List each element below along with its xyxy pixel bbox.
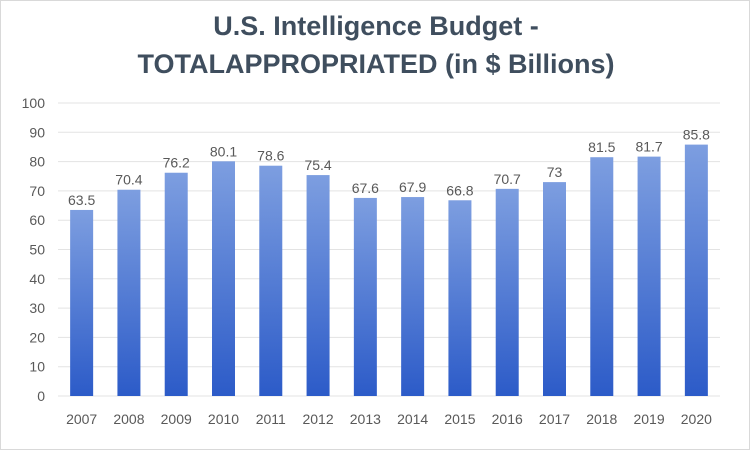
- gridlines: [58, 102, 720, 397]
- y-tick-label: 50: [29, 242, 45, 258]
- y-tick-label: 100: [22, 95, 46, 111]
- y-tick-label: 30: [29, 300, 45, 316]
- y-tick-label: 10: [29, 359, 45, 375]
- bar-2011: [259, 165, 283, 396]
- bar-2008: [117, 189, 141, 396]
- x-tick-label: 2014: [397, 411, 428, 427]
- bar-2020: [684, 144, 708, 396]
- bar-2016: [495, 188, 519, 396]
- y-tick-label: 90: [29, 124, 45, 140]
- chart-title-line-1: U.S. Intelligence Budget -: [213, 11, 539, 41]
- bar-2013: [353, 197, 377, 396]
- bar-2009: [164, 172, 188, 396]
- bar-2019: [637, 156, 661, 396]
- data-label: 76.2: [163, 155, 190, 171]
- x-tick-label: 2019: [633, 411, 664, 427]
- data-label: 80.1: [210, 143, 237, 159]
- y-tick-label: 70: [29, 183, 45, 199]
- x-tick-label: 2016: [492, 411, 523, 427]
- x-tick-label: 2018: [586, 411, 617, 427]
- x-tick-label: 2010: [208, 411, 239, 427]
- bar-2015: [448, 200, 472, 396]
- bar-2010: [212, 161, 235, 396]
- bar-2012: [306, 175, 330, 396]
- y-tick-label: 40: [29, 271, 45, 287]
- chart-title-line-2: TOTALAPPROPRIATED (in $ Billions): [137, 49, 615, 79]
- data-label: 66.8: [446, 182, 473, 198]
- data-label: 81.7: [635, 139, 662, 155]
- x-tick-label: 2017: [539, 411, 570, 427]
- bar-2007: [70, 209, 94, 396]
- data-label: 63.5: [68, 192, 95, 208]
- bar-2014: [401, 197, 425, 396]
- x-tick-label: 2015: [444, 411, 475, 427]
- data-label: 85.8: [683, 127, 710, 143]
- bar-2018: [590, 157, 614, 396]
- x-tick-label: 2013: [350, 411, 381, 427]
- x-tick-label: 2009: [161, 411, 192, 427]
- data-label: 70.7: [494, 171, 521, 187]
- data-label: 67.6: [352, 180, 379, 196]
- x-tick-label: 2012: [302, 411, 333, 427]
- x-tick-label: 2011: [256, 411, 286, 427]
- data-labels: 63.5 70.4 76.2 80.1 78.6 75.4 67.6 67.9 66.8 70.7…: [68, 127, 710, 208]
- x-tick-label: 2008: [113, 411, 144, 427]
- y-tick-label: 20: [29, 329, 45, 345]
- y-tick-label: 80: [29, 154, 45, 170]
- data-label: 73: [547, 164, 563, 180]
- data-label: 67.9: [399, 179, 426, 195]
- bar-2017: [543, 182, 566, 396]
- data-label: 75.4: [304, 157, 331, 173]
- bars: [70, 144, 708, 396]
- data-label: 78.6: [257, 148, 284, 164]
- x-tick-label: 2007: [66, 411, 97, 427]
- x-tick-label: 2020: [681, 411, 712, 427]
- y-axis: 0 10 20 30 40 50 60 70 80 90 100: [22, 95, 46, 404]
- data-label: 81.5: [588, 139, 615, 155]
- y-tick-label: 60: [29, 212, 45, 228]
- data-label: 70.4: [115, 172, 142, 188]
- x-axis: 2007 2008 2009 2010 2011 2012 2013 2014 2015 2016…: [66, 411, 712, 427]
- y-tick-label: 0: [37, 388, 45, 404]
- chart-title: U.S. Intelligence Budget - TOTALAPPROPRI…: [1, 7, 750, 83]
